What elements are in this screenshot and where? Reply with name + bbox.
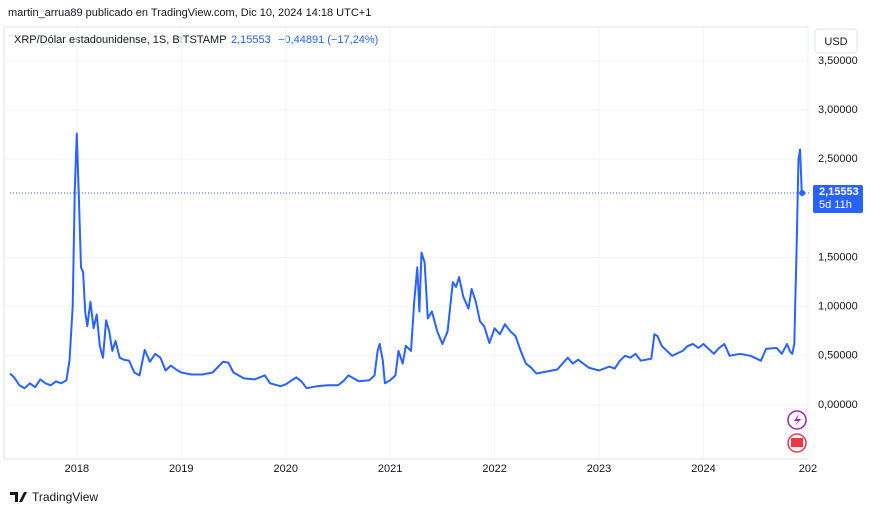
x-tick-label: 2024: [691, 463, 715, 475]
header-change: −0,44891 (−17,24%): [278, 34, 378, 46]
brand-name: TradingView: [32, 490, 98, 504]
brand: TradingView: [10, 490, 98, 504]
x-tick-label: 2023: [587, 463, 611, 475]
publisher-line: martin_arrua89 publicado en TradingView.…: [8, 7, 371, 19]
price-line: [9, 132, 804, 390]
y-tick-label: 0,50000: [818, 350, 858, 362]
last-point: [799, 190, 806, 197]
y-tick-label: 0,00000: [818, 399, 858, 411]
lightning-glyph: [794, 414, 801, 426]
price-tag: [813, 185, 863, 214]
grid: [4, 27, 809, 459]
flag-glyph: [791, 438, 803, 447]
x-tick-label: 202: [799, 463, 817, 475]
y-tick-label: 3,50000: [818, 55, 858, 67]
x-tick-label: 2021: [378, 463, 402, 475]
y-tick-label: 1,00000: [818, 301, 858, 313]
x-tick-label: 2020: [273, 463, 297, 475]
price-tag-countdown: 5d 11h: [819, 199, 852, 211]
x-tick-label: 2018: [65, 463, 89, 475]
x-tick-label: 2022: [482, 463, 506, 475]
y-tick-label: 2,50000: [818, 153, 858, 165]
price-tag-value: 2,15553: [819, 186, 859, 198]
chart-title: XRP/Dólar estadounidense, 1S, BITSTAMP: [14, 34, 227, 46]
currency-label[interactable]: USD: [824, 36, 847, 48]
brand-logo: [10, 492, 27, 502]
header-price: 2,15553: [231, 34, 271, 46]
y-tick-label: 1,50000: [818, 251, 858, 263]
currency-button[interactable]: [814, 28, 858, 54]
icons: [787, 410, 807, 453]
x-tick-label: 2019: [169, 463, 193, 475]
y-tick-label: 3,00000: [818, 104, 858, 116]
